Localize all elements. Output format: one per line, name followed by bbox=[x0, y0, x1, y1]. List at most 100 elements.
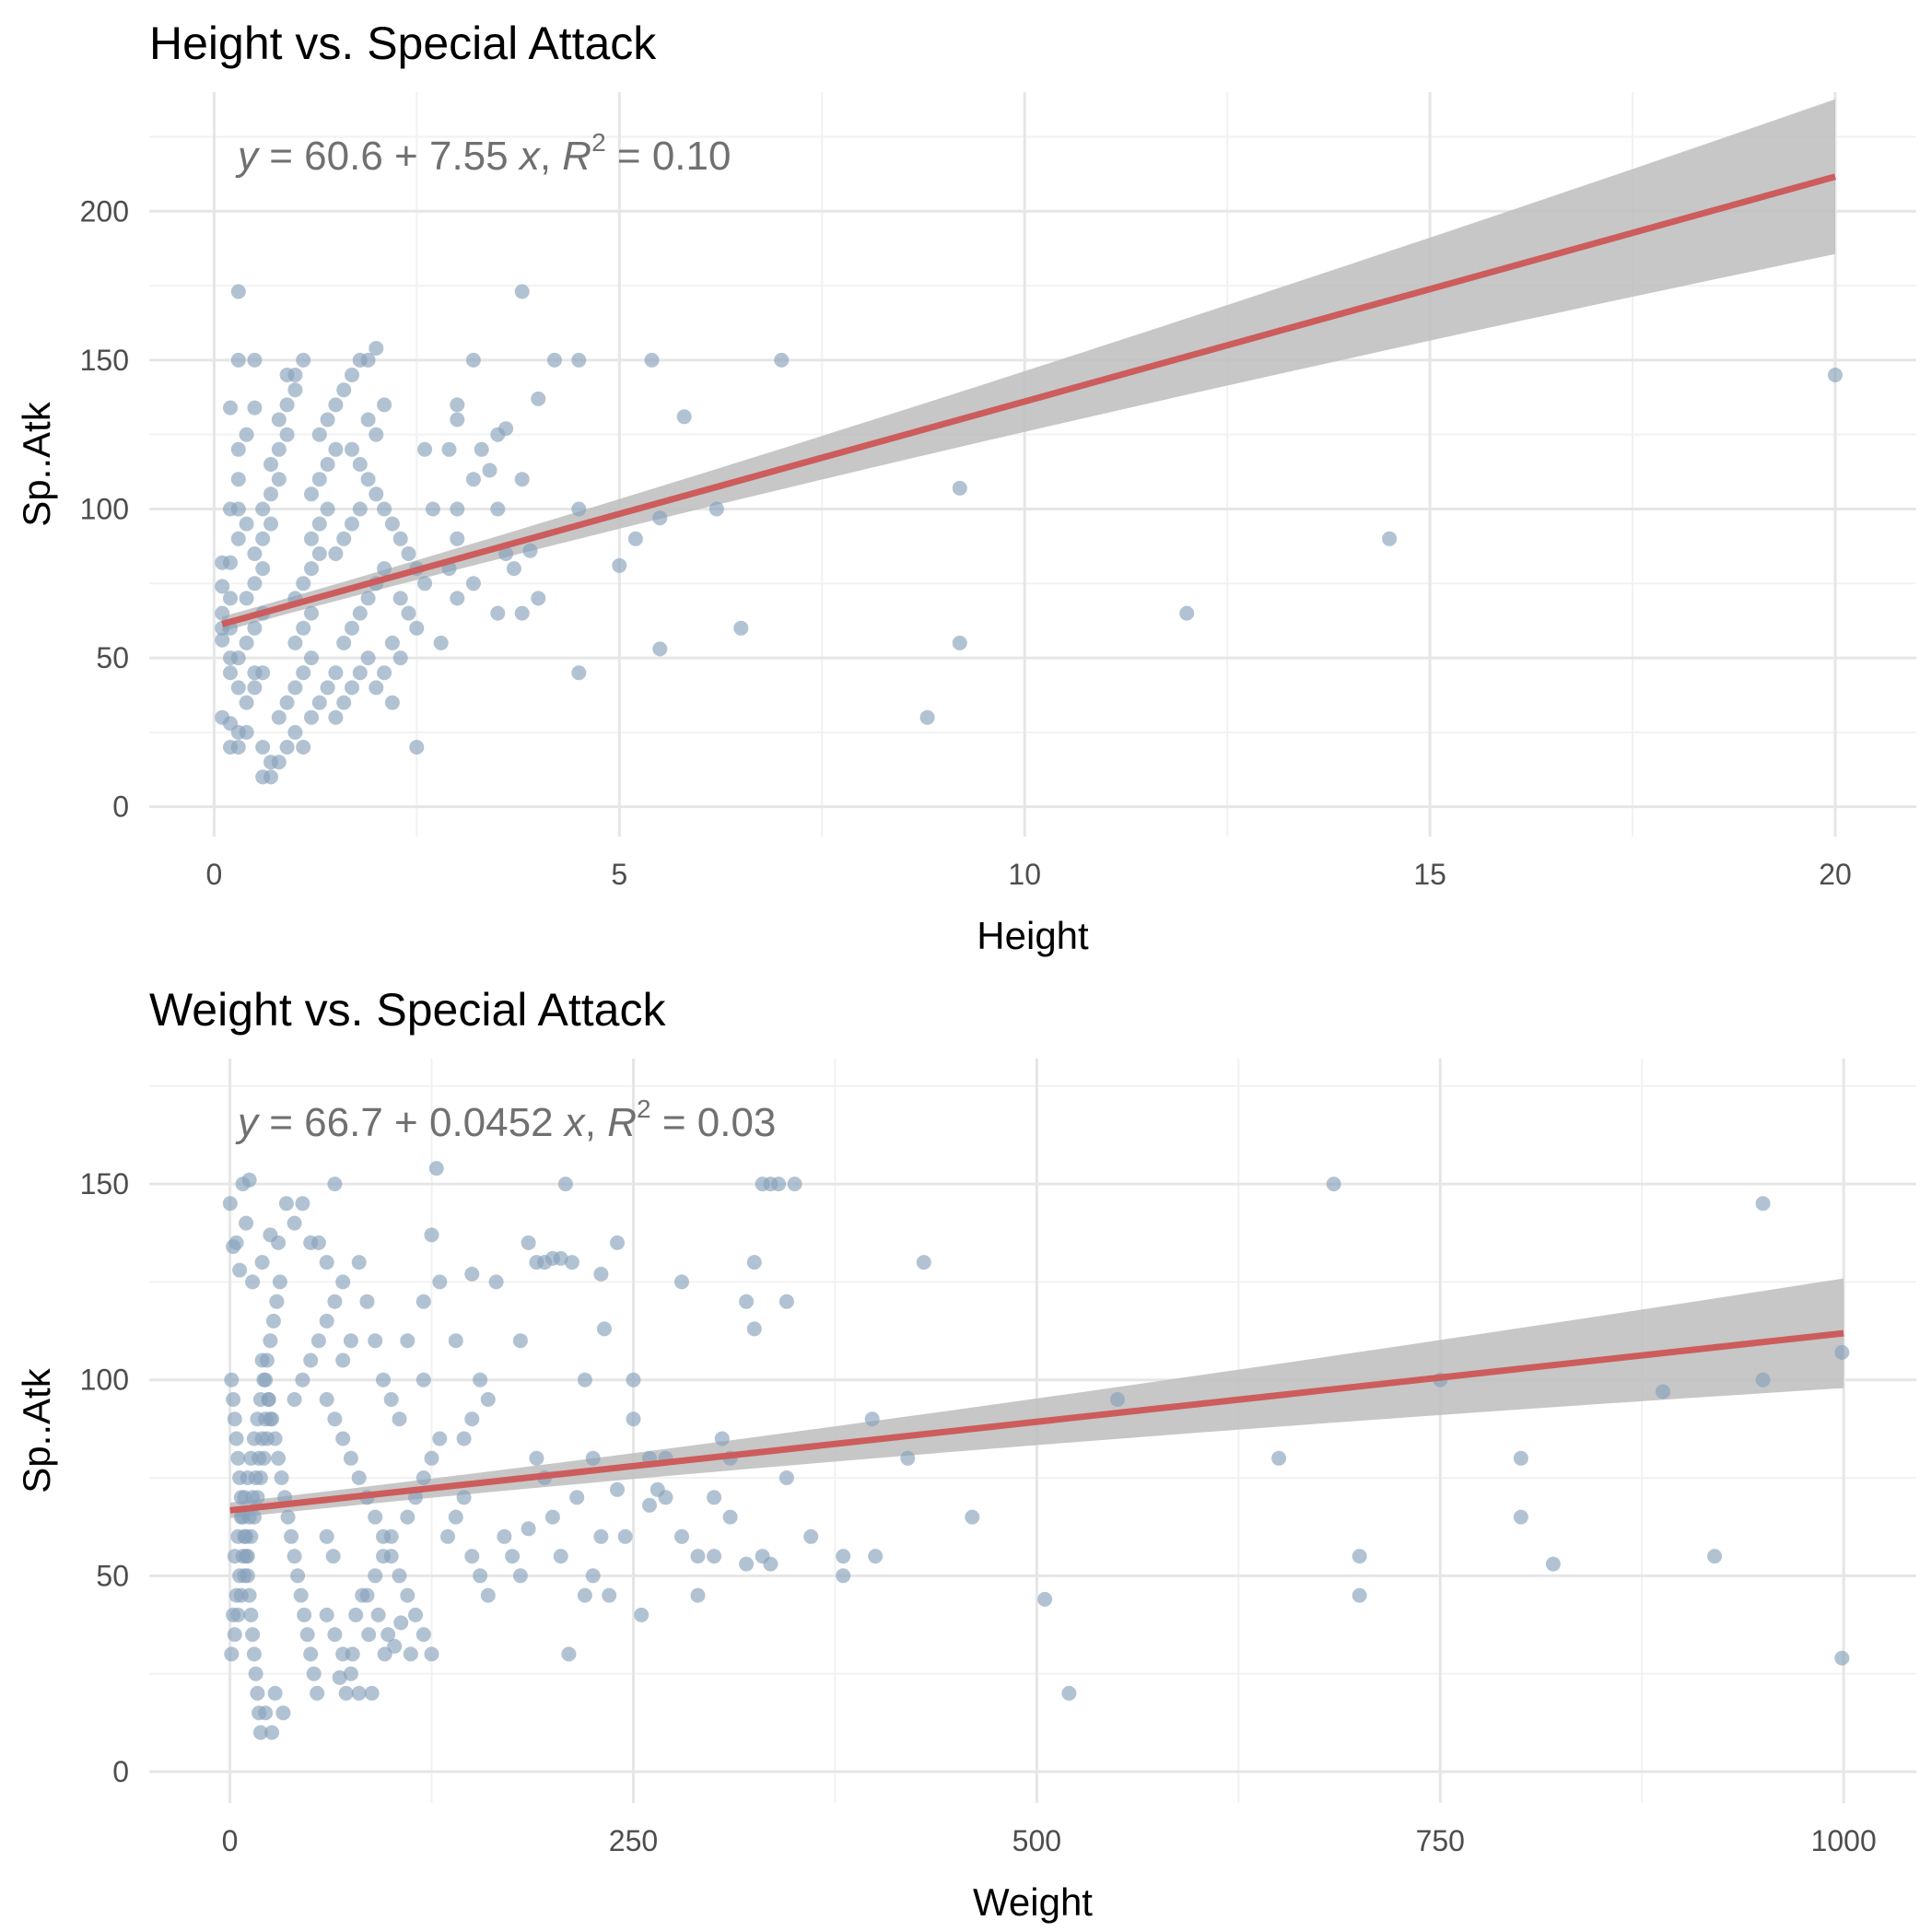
data-point bbox=[303, 1352, 319, 1368]
data-point bbox=[287, 1215, 302, 1231]
data-point bbox=[254, 1255, 270, 1270]
data-point bbox=[864, 1411, 880, 1427]
data-point bbox=[514, 472, 530, 487]
data-point bbox=[279, 427, 295, 442]
data-point bbox=[343, 1450, 358, 1466]
data-point bbox=[512, 1333, 528, 1349]
equation-separator bbox=[509, 134, 520, 179]
x-tick-label: 500 bbox=[1012, 1824, 1061, 1857]
data-point bbox=[271, 755, 287, 770]
data-point bbox=[707, 1490, 722, 1505]
data-point bbox=[1179, 605, 1195, 621]
data-point bbox=[296, 576, 311, 591]
data-point bbox=[626, 1372, 641, 1388]
data-point bbox=[306, 1666, 322, 1681]
data-point bbox=[424, 1227, 439, 1243]
x-tick-label: 250 bbox=[609, 1824, 658, 1857]
data-point bbox=[248, 1666, 263, 1681]
data-point bbox=[450, 397, 465, 413]
data-point bbox=[571, 501, 587, 517]
y-tick-label: 150 bbox=[80, 344, 129, 377]
data-point bbox=[240, 1549, 255, 1564]
data-point bbox=[259, 1352, 275, 1368]
data-point bbox=[401, 605, 416, 621]
equation-slope: 7.55 bbox=[429, 134, 509, 179]
data-point bbox=[304, 650, 319, 666]
data-point bbox=[360, 650, 376, 666]
data-point bbox=[327, 1294, 343, 1309]
data-point bbox=[348, 1607, 364, 1622]
data-point bbox=[392, 650, 408, 666]
data-point bbox=[311, 516, 327, 532]
data-point bbox=[763, 1556, 778, 1572]
data-point bbox=[597, 1321, 612, 1337]
data-point bbox=[223, 665, 238, 681]
data-point bbox=[642, 1497, 657, 1513]
data-point bbox=[255, 740, 271, 755]
data-point bbox=[676, 409, 692, 425]
data-point bbox=[352, 665, 368, 681]
data-point bbox=[392, 1411, 407, 1427]
equation-x-label: x bbox=[563, 1100, 587, 1145]
data-point bbox=[464, 1266, 480, 1282]
data-point bbox=[364, 1685, 380, 1701]
data-point bbox=[263, 457, 278, 472]
data-point bbox=[247, 680, 263, 696]
data-point bbox=[482, 463, 497, 478]
data-point bbox=[271, 412, 287, 427]
data-point bbox=[228, 1431, 244, 1446]
data-point bbox=[252, 1470, 268, 1485]
data-point bbox=[351, 1470, 367, 1485]
data-point bbox=[432, 1274, 448, 1290]
data-point bbox=[239, 516, 254, 532]
data-point bbox=[345, 441, 359, 457]
data-point bbox=[521, 1521, 536, 1537]
data-point bbox=[1834, 1650, 1850, 1666]
data-point bbox=[272, 1274, 287, 1290]
weight-vs-spatk-plot: 0 250 500 750 1000 0 50 100 150 Weight Sp..Atk y = … bbox=[15, 1059, 1916, 1924]
data-point bbox=[246, 1646, 262, 1662]
data-point bbox=[345, 368, 359, 382]
data-point bbox=[320, 412, 335, 427]
data-point bbox=[531, 391, 546, 406]
equation-separator: = bbox=[606, 134, 652, 179]
y-axis-title: Sp..Atk bbox=[15, 1367, 58, 1493]
data-point bbox=[392, 591, 408, 606]
data-point bbox=[612, 557, 627, 573]
data-point bbox=[343, 1666, 358, 1681]
data-point bbox=[215, 605, 230, 621]
equation-sign: + bbox=[394, 134, 418, 179]
y-tick-label: 0 bbox=[112, 790, 129, 824]
data-point bbox=[1037, 1591, 1053, 1607]
data-point bbox=[287, 1392, 302, 1407]
data-point bbox=[401, 546, 416, 561]
y-tick-label: 200 bbox=[80, 194, 129, 228]
data-point bbox=[351, 1685, 367, 1701]
data-point bbox=[351, 1255, 367, 1270]
data-point bbox=[380, 1627, 396, 1643]
data-point bbox=[634, 1607, 650, 1622]
data-point bbox=[739, 1556, 755, 1572]
data-point bbox=[569, 1490, 585, 1505]
data-point bbox=[546, 352, 562, 368]
data-point bbox=[392, 531, 408, 546]
data-point bbox=[327, 1627, 343, 1643]
data-point bbox=[287, 680, 303, 696]
data-point bbox=[474, 441, 489, 457]
data-point bbox=[215, 632, 230, 648]
data-point bbox=[335, 1274, 351, 1290]
equation-y-label: y bbox=[235, 134, 261, 179]
data-point bbox=[239, 591, 254, 606]
data-point bbox=[241, 1172, 257, 1188]
data-point bbox=[836, 1568, 851, 1584]
data-point bbox=[674, 1274, 689, 1290]
data-point bbox=[336, 635, 352, 650]
data-point bbox=[506, 561, 521, 577]
data-point bbox=[319, 1607, 334, 1622]
chart-title: Weight vs. Special Attack bbox=[149, 984, 666, 1036]
data-point bbox=[1828, 368, 1843, 382]
data-point bbox=[424, 1450, 439, 1466]
data-point bbox=[265, 1313, 281, 1329]
data-point bbox=[243, 1528, 259, 1544]
